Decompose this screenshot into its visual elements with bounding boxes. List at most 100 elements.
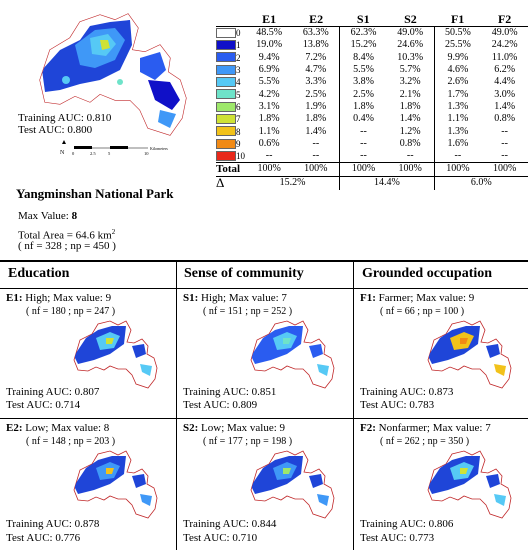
table-cell: --: [501, 150, 508, 162]
class-swatch: [216, 64, 236, 76]
table-cell: 25.5%: [433, 39, 482, 52]
table-cell: 1.3%: [433, 100, 482, 114]
table-cell: 1.4%: [399, 113, 421, 125]
panel-code: E2:: [6, 422, 23, 434]
table-cell: 4.4%: [494, 76, 516, 88]
scale-tick: 2.5: [90, 151, 96, 156]
panel-desc: Nonfarmer; Max value: 7: [375, 422, 491, 434]
table-row: 0 48.5% 63.3% 62.3% 49.0% 50.5% 49.0%: [216, 26, 528, 40]
table-cell: 4.7%: [305, 64, 327, 76]
table-cell: 3.3%: [305, 76, 327, 88]
table-cell: 2.6%: [433, 76, 482, 89]
park-counts: ( nf = 328 ; np = 450 ): [18, 240, 116, 252]
table-cell: --: [339, 125, 387, 138]
class-swatch: [216, 27, 236, 40]
delta-label: Δ: [216, 175, 225, 191]
table-cell: 5.5%: [339, 63, 387, 77]
table-cell: 0.6%: [258, 137, 280, 149]
class-swatch: [216, 76, 236, 88]
table-row: 2 9.4% 7.2% 8.4% 10.3% 9.9% 11.0%: [216, 51, 528, 64]
panel-test-auc: Test AUC: 0.783: [360, 399, 435, 411]
table-cell: 1.8%: [258, 113, 280, 125]
table-cell: 3.8%: [339, 76, 387, 89]
park-total-area: Total Area = 64.6 km2: [18, 226, 115, 243]
class-label: 2: [236, 52, 241, 63]
table-cell: 3.2%: [399, 76, 421, 88]
table-cell: --: [501, 137, 508, 149]
table-cell: 3.0%: [494, 88, 516, 100]
class-label: 4: [236, 77, 241, 88]
panel-map: [427, 320, 512, 389]
col-header-e1: E1: [245, 12, 293, 27]
class-label: 8: [236, 126, 241, 137]
table-cell: --: [501, 125, 508, 137]
table-cell: 19.0%: [256, 39, 283, 51]
table-cell: 49.0%: [491, 27, 518, 39]
table-cell: 2.5%: [339, 88, 387, 101]
table-cell: --: [312, 150, 320, 162]
table-cell: 4.6%: [433, 63, 482, 77]
table-cell: 5.7%: [399, 64, 421, 76]
table-cell: 1.6%: [433, 137, 482, 150]
total-label: Total: [216, 162, 246, 177]
panel-counts: ( nf = 151 ; np = 252 ): [203, 306, 293, 317]
panel-counts: ( nf = 148 ; np = 203 ): [26, 436, 116, 447]
table-cell: 48.5%: [256, 27, 283, 39]
table-cell: 11.0%: [491, 51, 518, 63]
max-value-label: Max Value:: [18, 210, 69, 222]
panel-counts: ( nf = 180 ; np = 247 ): [26, 306, 116, 317]
table-row: 5 4.2% 2.5% 2.5% 2.1% 1.7% 3.0%: [216, 88, 528, 101]
class-swatch: [216, 125, 236, 137]
table-cell: 0.4%: [339, 113, 387, 126]
panel-counts: ( nf = 262 ; np = 350 ): [380, 436, 470, 447]
table-cell: --: [339, 149, 387, 163]
table-row: 8 1.1% 1.4% -- 1.2% 1.3% --: [216, 125, 528, 138]
table-cell: 13.8%: [302, 39, 329, 51]
total-cell: 100%: [245, 162, 293, 177]
table-row: 6 3.1% 1.9% 1.8% 1.8% 1.3% 1.4%: [216, 100, 528, 114]
table-cell: 1.4%: [494, 100, 516, 112]
table-cell: 6.2%: [494, 64, 516, 76]
table-cell: 50.5%: [433, 26, 482, 40]
panel-training-auc: Training AUC: 0.878: [6, 518, 100, 530]
delta-cell: 15.2%: [279, 177, 306, 189]
class-label: 3: [236, 65, 241, 76]
col-header-f2: F2: [481, 12, 528, 27]
table-cell: 0.8%: [399, 137, 421, 149]
class-label: 9: [236, 138, 241, 149]
class-swatch: [216, 101, 236, 113]
col-header-s2: S2: [386, 12, 435, 27]
total-area-sup: 2: [111, 228, 116, 236]
column-header-education: Education: [8, 266, 70, 281]
scale-tick: 0: [72, 151, 75, 156]
max-value: 8: [71, 210, 78, 222]
col-header-f1: F1: [434, 12, 482, 27]
table-cell: 1.1%: [433, 113, 482, 126]
table-cell: 7.2%: [305, 51, 327, 63]
class-swatch: [216, 113, 236, 125]
table-cell: 0.8%: [494, 113, 516, 125]
panel-code: F1:: [360, 292, 376, 304]
panel-training-auc: Training AUC: 0.806: [360, 518, 454, 530]
class-swatch: [216, 39, 236, 51]
table-cell: 1.8%: [305, 113, 327, 125]
panel-desc: High; Max value: 9: [22, 292, 112, 304]
scale-tick: 5: [108, 151, 111, 156]
table-row: 7 1.8% 1.8% 0.4% 1.4% 1.1% 0.8%: [216, 113, 528, 126]
class-swatch: [216, 88, 236, 100]
table-cell: 9.9%: [433, 51, 482, 64]
panel-training-auc: Training AUC: 0.807: [6, 386, 100, 398]
park-title: Yangminshan National Park: [16, 186, 174, 201]
class-label: 0: [236, 28, 241, 39]
table-header-row: E1 E2 S1 S2 F1 F2: [216, 12, 528, 27]
class-label: 1: [236, 40, 241, 51]
column-header-grounded-occupation: Grounded occupation: [362, 266, 493, 281]
table-cell: 1.3%: [433, 125, 482, 138]
panel-desc: Low; Max value: 8: [22, 422, 110, 434]
table-row: 10 -- -- -- -- -- --: [216, 149, 528, 163]
table-cell: 2.1%: [399, 88, 421, 100]
table-cell: --: [433, 149, 482, 163]
table-cell: --: [406, 150, 414, 162]
table-cell: 1.4%: [305, 125, 327, 137]
table-cell: 5.5%: [258, 76, 280, 88]
